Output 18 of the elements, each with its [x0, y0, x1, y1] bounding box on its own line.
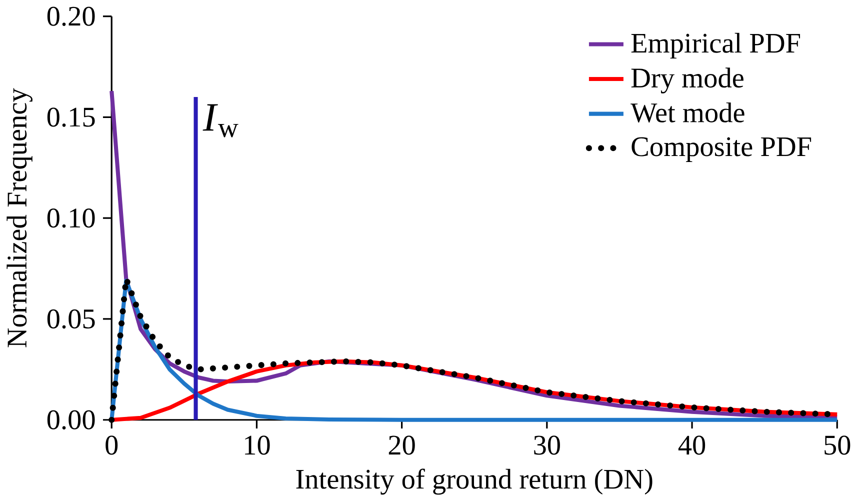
y-tick-label: 0.15	[47, 107, 95, 127]
y-tick-label: 0.20	[47, 6, 95, 26]
y-axis-title: Normalized Frequency	[6, 88, 32, 348]
y-tick-label: 0.10	[47, 208, 95, 228]
x-tick-label: 50	[824, 435, 850, 455]
legend-label: Dry mode	[631, 68, 744, 94]
ref-line-label: I$_{w}$	[202, 104, 238, 138]
x-tick-label: 10	[245, 435, 270, 455]
x-axis-title: Intensity of ground return (DN)	[296, 468, 652, 494]
legend-label: Wet mode	[630, 102, 744, 122]
y-tick-label: 0.00	[47, 410, 95, 430]
x-tick-label: 40	[678, 435, 706, 455]
legend-label: Composite PDF	[632, 137, 812, 162]
x-tick-label: 20	[388, 435, 415, 455]
x-tick-label: 0	[106, 435, 118, 455]
legend-label: Empirical PDF	[631, 32, 800, 58]
x-tick-label: 30	[534, 435, 560, 455]
y-tick-label: 0.05	[47, 309, 95, 328]
